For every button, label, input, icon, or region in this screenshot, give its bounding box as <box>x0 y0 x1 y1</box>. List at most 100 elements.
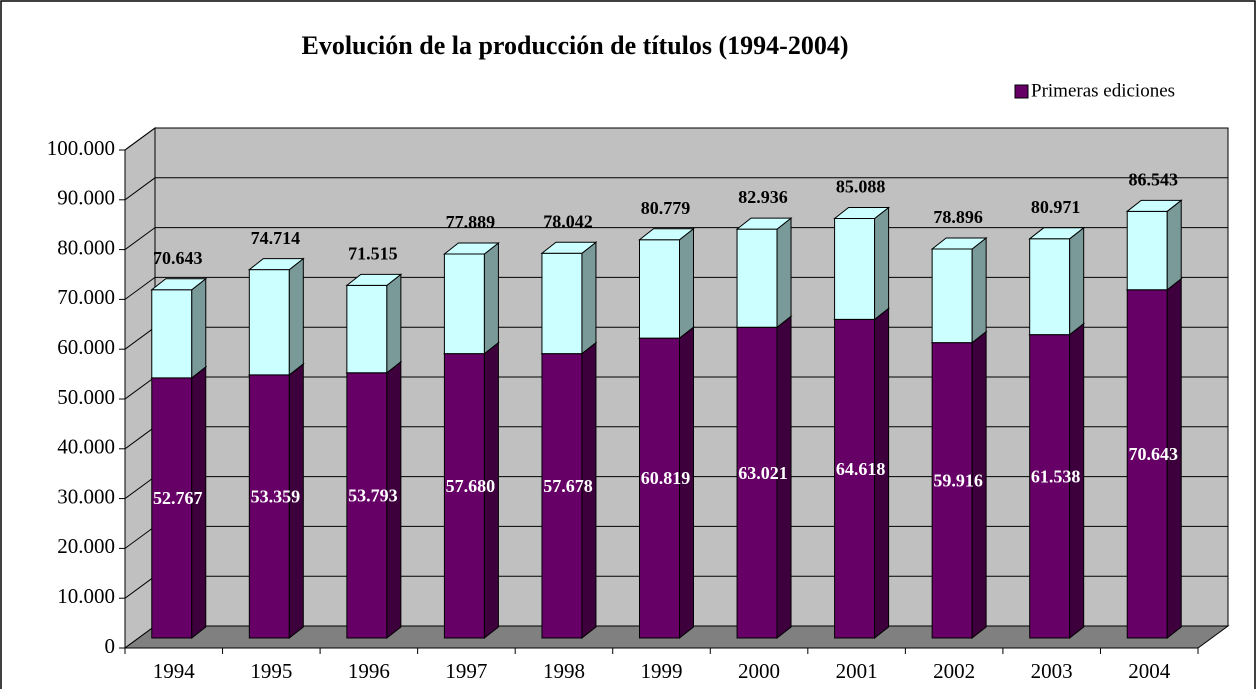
grid-line <box>124 525 156 549</box>
value-label: 60.819 <box>641 468 691 488</box>
x-tick-label: 1998 <box>543 659 585 683</box>
total-bar-face <box>443 253 485 355</box>
y-tick-label: 40.000 <box>57 435 115 459</box>
value-label: 61.538 <box>1031 466 1081 486</box>
grid-line <box>124 376 156 400</box>
total-bar-face <box>150 278 208 291</box>
total-bar <box>540 241 598 355</box>
total-label: 80.779 <box>641 198 691 218</box>
total-bar-face <box>735 217 793 230</box>
total-bar-face <box>346 284 388 374</box>
total-label: 77.889 <box>446 212 496 232</box>
x-tick-label: 2001 <box>836 659 878 683</box>
x-tick-label: 1997 <box>445 659 487 683</box>
total-bar <box>930 236 988 344</box>
x-tick-label: 2004 <box>1128 659 1171 683</box>
x-tick-label: 2003 <box>1031 659 1073 683</box>
total-bar-face <box>971 236 987 344</box>
total-bar-face <box>247 258 305 271</box>
x-tick-label: 1999 <box>641 659 683 683</box>
bar <box>442 341 500 640</box>
bar <box>540 341 598 640</box>
total-bar-face <box>191 277 207 379</box>
total-bar-face <box>1166 199 1182 291</box>
total-bar <box>247 257 305 376</box>
value-label: 59.916 <box>933 470 983 490</box>
total-bar <box>1125 199 1183 291</box>
total-bar-face <box>1069 226 1085 336</box>
total-label: 78.042 <box>543 211 593 231</box>
bar <box>735 315 793 640</box>
total-bar-face <box>639 239 680 339</box>
total-bar-face <box>151 289 193 379</box>
grid-line <box>124 575 156 599</box>
bar <box>1125 277 1183 640</box>
total-bar-face <box>288 257 304 376</box>
x-tick-label: 2000 <box>738 659 780 683</box>
grid-line <box>124 476 156 500</box>
total-bar-face <box>1029 238 1071 336</box>
chart-title: Evolución de la producción de títulos (1… <box>301 31 848 60</box>
total-bar-face <box>834 217 876 320</box>
total-bar <box>833 206 891 321</box>
value-label: 70.643 <box>1128 444 1178 464</box>
total-bar-face <box>1028 227 1086 240</box>
total-bar-face <box>776 217 792 329</box>
total-bar-face <box>386 273 402 374</box>
total-bar-face <box>248 269 290 376</box>
total-bar-face <box>1125 199 1183 212</box>
legend-label: Primeras ediciones <box>1031 80 1175 101</box>
y-tick-label: 60.000 <box>57 335 115 359</box>
total-bar-face <box>833 206 891 219</box>
total-bar-face <box>483 241 499 355</box>
total-bar-face <box>874 206 890 321</box>
total-bar-face <box>345 273 403 286</box>
bar <box>1028 322 1086 640</box>
grid-line <box>124 227 156 251</box>
total-bar <box>150 277 208 379</box>
bar <box>247 362 305 640</box>
total-bar-face <box>540 241 598 254</box>
total-bar <box>442 241 500 355</box>
y-tick-label: 50.000 <box>57 385 115 409</box>
total-bar-face <box>638 228 695 241</box>
y-tick-label: 0 <box>105 634 116 658</box>
total-bar-face <box>931 248 973 344</box>
grid-line <box>124 177 156 201</box>
total-label: 80.971 <box>1031 197 1081 217</box>
y-tick-label: 30.000 <box>57 484 115 508</box>
total-bar-face <box>736 228 778 328</box>
x-tick-label: 1995 <box>250 659 292 683</box>
grid-line <box>124 426 156 450</box>
grid-line <box>124 326 156 350</box>
value-label: 57.678 <box>543 476 593 496</box>
total-bar <box>345 273 403 374</box>
total-bar <box>1028 226 1086 336</box>
total-bar-face <box>442 242 500 255</box>
x-tick-label: 1996 <box>348 659 390 683</box>
total-label: 86.543 <box>1128 169 1178 189</box>
total-bar-face <box>930 237 988 250</box>
y-tick-label: 70.000 <box>57 285 115 309</box>
x-tick-label: 2002 <box>933 659 975 683</box>
value-label: 63.021 <box>738 463 788 483</box>
value-label: 53.359 <box>251 487 301 507</box>
total-bar-face <box>679 227 694 340</box>
y-tick-label: 10.000 <box>57 584 115 608</box>
total-label: 82.936 <box>738 187 788 207</box>
grid-line <box>124 276 156 300</box>
value-label: 53.793 <box>348 486 398 506</box>
y-tick-label: 80.000 <box>57 235 115 259</box>
x-tick-label: 1994 <box>153 659 196 683</box>
total-label: 71.515 <box>348 244 398 264</box>
total-label: 70.643 <box>153 248 203 268</box>
y-tick-label: 90.000 <box>57 186 115 210</box>
total-bar <box>735 217 793 329</box>
total-bar-face <box>581 241 597 355</box>
y-tick-label: 100.000 <box>47 136 115 160</box>
total-label: 78.896 <box>933 207 983 227</box>
total-label: 74.714 <box>251 228 301 248</box>
y-tick-label: 20.000 <box>57 534 115 558</box>
grid-line <box>124 127 156 151</box>
